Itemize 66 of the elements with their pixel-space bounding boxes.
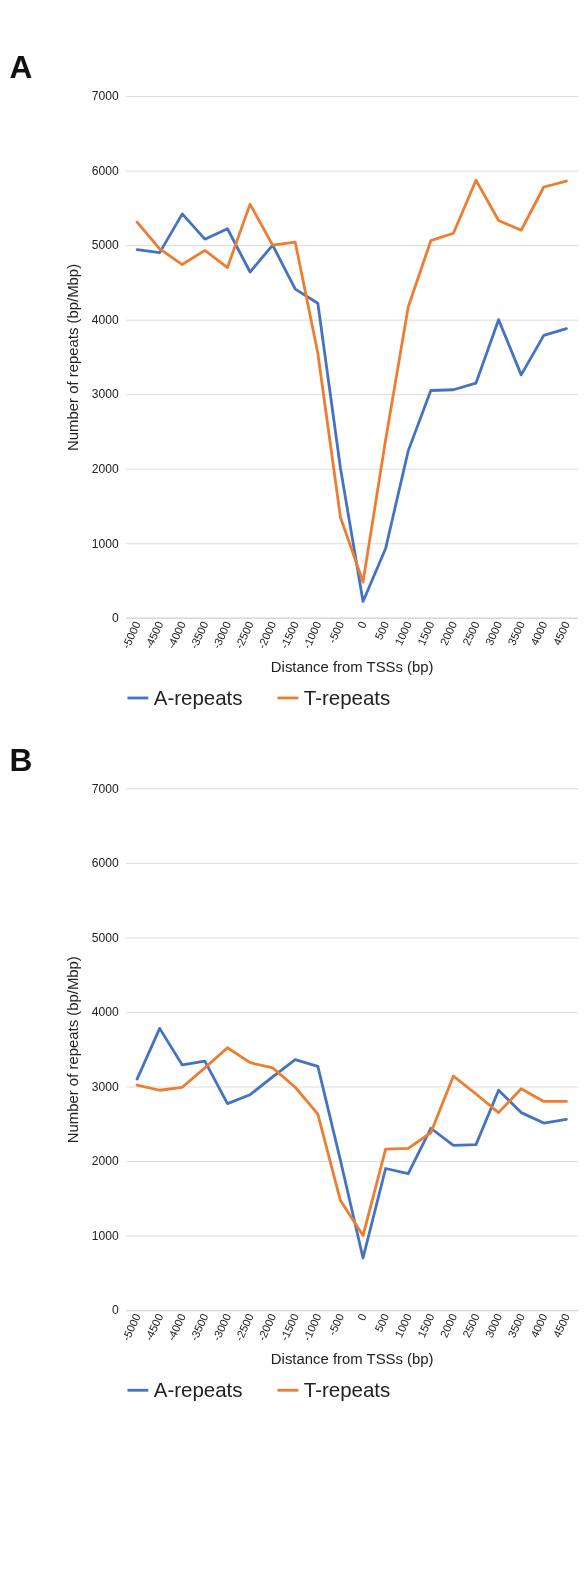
y-tick-label: 4000 <box>91 1005 120 1020</box>
y-tick-label: 5000 <box>91 238 120 253</box>
y-tick-label: 2000 <box>91 461 120 476</box>
line-series <box>135 1026 568 1260</box>
x-tick-label: -1000 <box>300 619 324 651</box>
x-tick-label: -2000 <box>255 1311 279 1343</box>
x-axis-title: Distance from TSSs (bp) <box>270 1351 434 1368</box>
x-tick-label: 1500 <box>415 619 437 647</box>
legend-label: A-repeats <box>153 1377 243 1401</box>
chart-title: B <box>9 741 33 778</box>
x-tick-label: 1000 <box>392 1311 414 1340</box>
x-tick-label: 2500 <box>460 619 482 647</box>
y-tick-label: 6000 <box>91 163 120 178</box>
x-tick-label: 4500 <box>550 1311 573 1340</box>
x-tick-label: 3500 <box>505 1311 527 1340</box>
x-tick-label: -1500 <box>277 619 301 651</box>
y-tick-label: 1000 <box>91 536 120 551</box>
x-tick-label: -4000 <box>164 1311 188 1343</box>
x-tick-label: -500 <box>325 619 347 645</box>
x-tick-label: -3000 <box>210 619 234 651</box>
y-tick-label: 7000 <box>91 89 120 104</box>
legend-label: T-repeats <box>303 685 391 709</box>
x-tick-label: -2500 <box>232 619 256 651</box>
line-series <box>135 1046 568 1237</box>
x-tick-label: -5000 <box>119 1311 143 1343</box>
x-tick-label: 0 <box>355 619 369 631</box>
x-tick-label: -1000 <box>300 1311 324 1343</box>
y-tick-label: 1000 <box>91 1228 120 1243</box>
y-tick-label: 5000 <box>91 930 120 945</box>
x-tick-label: -5000 <box>119 619 143 651</box>
x-tick-label: 4500 <box>550 619 573 647</box>
x-tick-label: -3500 <box>187 619 211 651</box>
x-tick-label: 2500 <box>460 1311 482 1340</box>
y-tick-label: 3000 <box>91 387 120 402</box>
x-tick-label: -500 <box>325 1311 347 1338</box>
legend-label: T-repeats <box>303 1377 391 1401</box>
x-tick-label: -2000 <box>255 619 279 651</box>
x-tick-label: 1000 <box>392 619 414 647</box>
x-tick-label: 500 <box>372 1311 392 1334</box>
legend-label: A-repeats <box>153 685 243 709</box>
x-tick-label: -4500 <box>142 1311 166 1343</box>
x-tick-label: 3000 <box>482 1311 505 1340</box>
x-tick-label: 4000 <box>528 619 550 647</box>
x-tick-label: 2000 <box>437 1311 460 1340</box>
x-tick-label: -4500 <box>142 619 166 651</box>
x-tick-label: 1500 <box>415 1311 437 1340</box>
y-tick-label: 6000 <box>91 856 120 871</box>
chart-title: A <box>9 49 33 86</box>
x-tick-label: 500 <box>372 619 392 642</box>
y-axis-title: Number of repeats (bp/Mbp) <box>64 263 81 451</box>
x-tick-label: 3000 <box>482 619 505 647</box>
x-tick-label: -2500 <box>232 1311 256 1343</box>
x-tick-label: 4000 <box>528 1311 550 1340</box>
y-tick-label: 2000 <box>91 1154 120 1169</box>
x-tick-label: 2000 <box>437 619 460 647</box>
y-tick-label: 3000 <box>91 1079 120 1094</box>
x-tick-label: 0 <box>355 1311 369 1323</box>
x-tick-label: -4000 <box>164 619 188 651</box>
x-tick-label: -3500 <box>187 1311 211 1343</box>
y-tick-label: 4000 <box>91 312 120 327</box>
y-axis-title: Number of repeats (bp/Mbp) <box>64 956 81 1144</box>
x-tick-label: -1500 <box>277 1311 301 1343</box>
x-tick-label: 3500 <box>505 619 527 647</box>
y-tick-label: 7000 <box>91 781 120 796</box>
x-tick-label: -3000 <box>210 1311 234 1343</box>
x-axis-title: Distance from TSSs (bp) <box>270 658 434 675</box>
